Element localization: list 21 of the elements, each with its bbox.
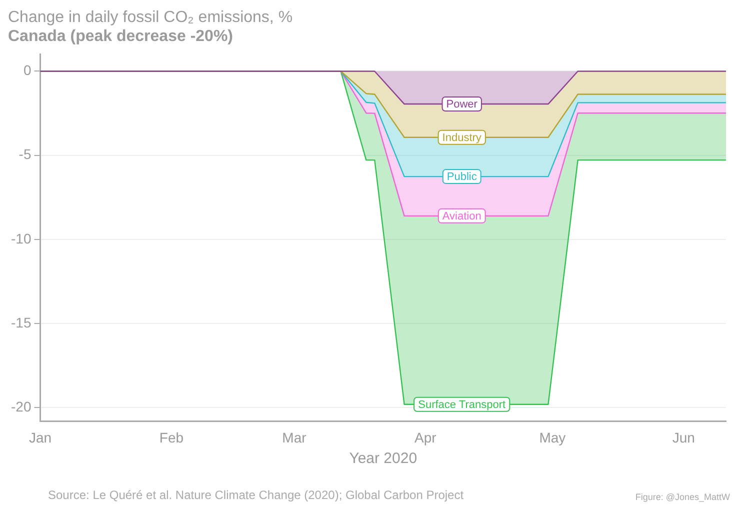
y-tick-label: -10 (11, 230, 32, 246)
x-tick-label: Jun (672, 429, 695, 446)
source-note: Source: Le Quéré et al. Nature Climate Change (2020); Global Carbon Project (48, 488, 464, 502)
series-label: Surface Transport (418, 398, 506, 411)
chart-title: Change in daily fossil CO₂ emissions, % (8, 9, 293, 26)
x-tick-label: May (539, 429, 566, 446)
x-tick-label: Jan (28, 429, 52, 446)
y-tick-label: -5 (18, 146, 32, 162)
series-label: Power (446, 98, 478, 111)
x-tick-label: Mar (282, 429, 307, 446)
chart-subtitle: Canada (peak decrease -20%) (8, 28, 233, 46)
x-axis-title: Year 2020 (349, 450, 418, 468)
y-tick-label: -15 (11, 314, 32, 330)
series-label: Aviation (442, 210, 482, 222)
series-label: Public (446, 171, 478, 184)
y-tick-label: 0 (23, 62, 32, 78)
text: Figure: @Jones_MattW (635, 492, 730, 502)
series-label: Industry (442, 132, 482, 144)
x-tick-label: Feb (159, 429, 184, 446)
y-tick-label: -20 (11, 398, 32, 415)
x-tick-label: Apr (414, 429, 437, 446)
